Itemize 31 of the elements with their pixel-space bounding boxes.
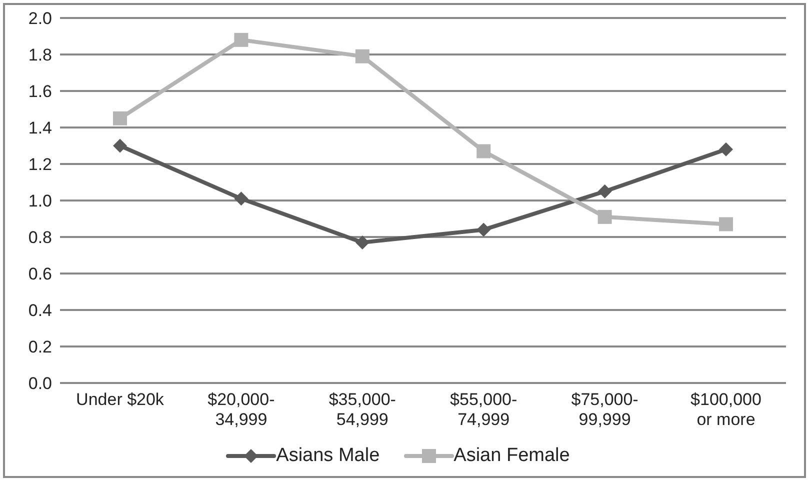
x-tick-label: Under $20k [76, 390, 164, 409]
y-tick-label: 1.4 [28, 118, 52, 138]
y-tick-label: 0.4 [28, 301, 52, 320]
x-tick-label: $20,000-34,999 [208, 390, 275, 429]
point [476, 144, 491, 158]
x-tick-label: $100,000 or more [690, 390, 762, 429]
legend-label: Asian Female [452, 445, 570, 467]
point [719, 217, 733, 232]
legend-label: Asians Male [275, 445, 380, 467]
point [598, 210, 612, 224]
point [113, 111, 127, 126]
y-tick-label: 0.6 [28, 264, 52, 284]
point [476, 222, 491, 237]
y-tick-label: 1.6 [28, 82, 52, 102]
point [234, 32, 248, 47]
x-tick-label: $75,000-99,999 [571, 390, 638, 429]
y-tick-label: 2.0 [28, 9, 52, 28]
point [234, 192, 248, 206]
point [598, 184, 612, 198]
point [719, 142, 733, 156]
x-tick-label: $55,000-74,999 [450, 390, 518, 429]
point [355, 235, 370, 250]
x-tick-label: $35,000-54,999 [328, 390, 396, 429]
y-tick-label: 0.0 [28, 374, 52, 394]
y-tick-label: 0.8 [28, 228, 52, 248]
point [355, 49, 370, 64]
y-tick-label: 1.8 [28, 46, 52, 65]
y-tick-label: 0.2 [28, 338, 52, 357]
point [113, 138, 127, 153]
y-tick-label: 1.0 [28, 192, 52, 211]
y-tick-label: 1.2 [28, 155, 52, 174]
